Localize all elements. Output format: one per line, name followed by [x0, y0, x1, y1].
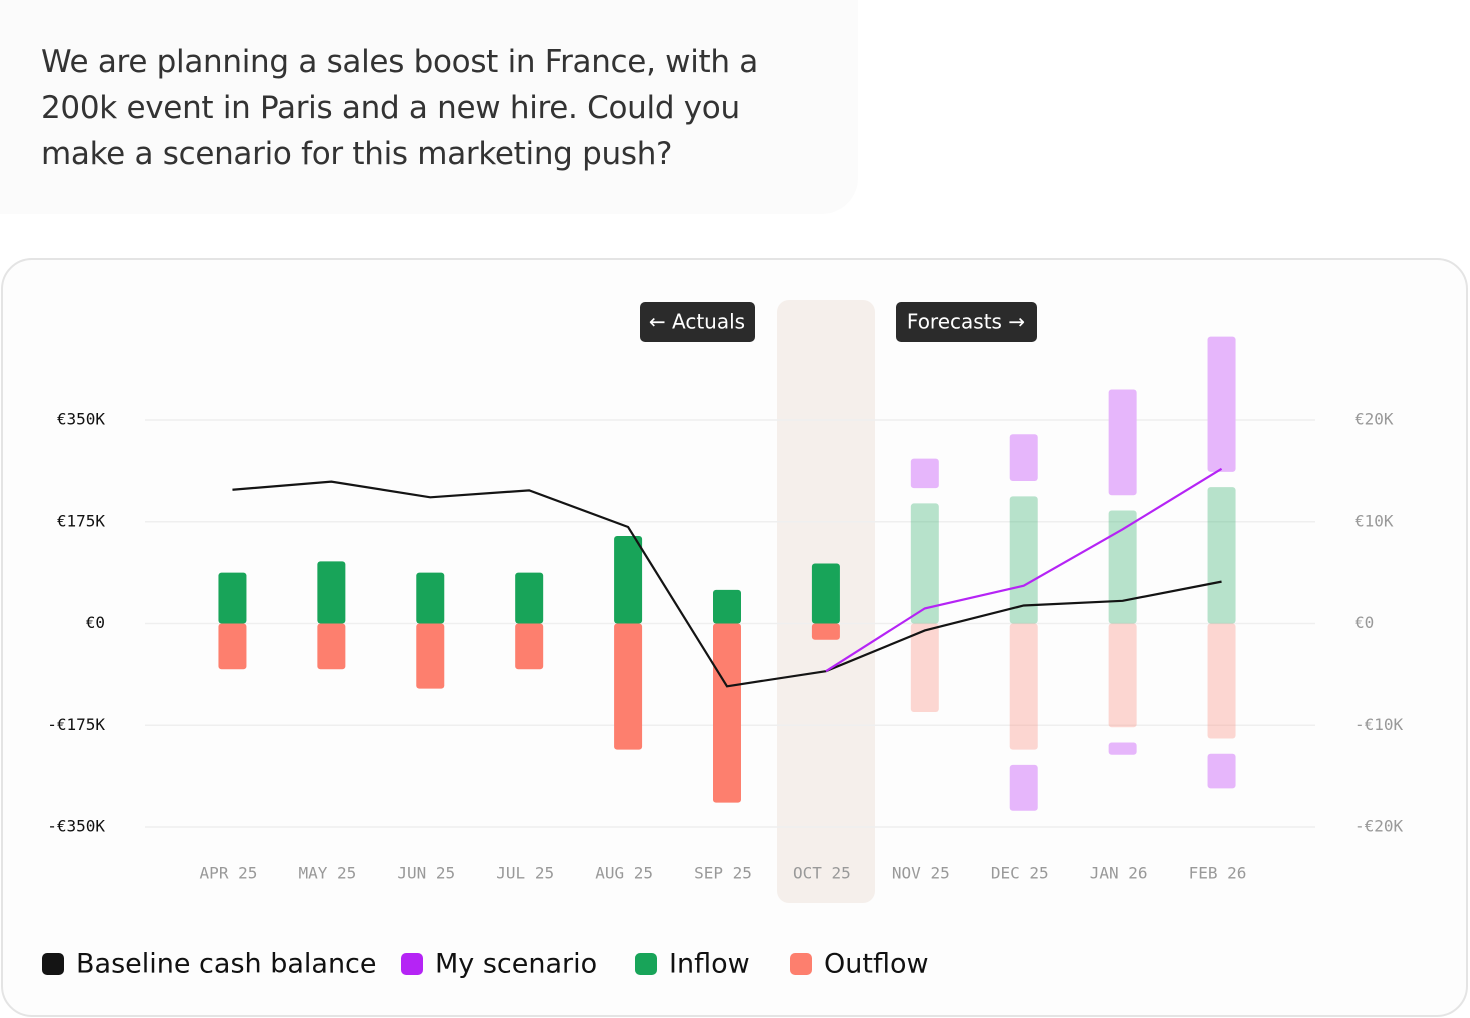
- line: [232, 480, 1222, 688]
- bar: [1009, 623, 1038, 750]
- x-tick-label: APR 25: [200, 864, 258, 883]
- scenario-bar: [1207, 753, 1236, 789]
- y2-tick-label: €0: [1355, 613, 1374, 632]
- y-tick-label: €175K: [57, 511, 106, 530]
- legend-swatch: [790, 953, 812, 975]
- bar: [218, 623, 247, 670]
- bar: [614, 623, 643, 750]
- bar: [910, 623, 939, 713]
- chat-message: We are planning a sales boost in France,…: [0, 0, 858, 214]
- scenario-bar: [1108, 742, 1137, 755]
- bar: [317, 623, 346, 670]
- bar: [910, 503, 939, 624]
- x-tick-label: JUL 25: [496, 864, 554, 883]
- scenario-bar: [1108, 389, 1137, 496]
- bar: [218, 572, 247, 624]
- scenario-bar: [1207, 336, 1236, 472]
- x-tick-label: FEB 26: [1189, 864, 1247, 883]
- legend-label: Baseline cash balance: [76, 949, 377, 980]
- line: [825, 467, 1223, 673]
- bar: [416, 623, 445, 689]
- legend-label: Outflow: [824, 949, 929, 980]
- legend-swatch: [401, 953, 423, 975]
- bar: [811, 563, 840, 624]
- bar: [713, 589, 741, 624]
- legend-swatch: [42, 953, 64, 975]
- message-line: We are planning a sales boost in France,…: [41, 44, 759, 80]
- bar: [811, 623, 840, 640]
- y2-tick-label: €10K: [1355, 511, 1394, 530]
- legend-label: My scenario: [435, 949, 597, 980]
- bar: [1108, 510, 1137, 624]
- x-tick-label: DEC 25: [991, 864, 1049, 883]
- scenario-bar: [1009, 434, 1038, 482]
- y-tick-label: -€350K: [47, 817, 105, 836]
- forecasts-label: Forecasts →: [907, 310, 1025, 334]
- y-tick-label: -€175K: [47, 715, 105, 734]
- bar: [515, 572, 544, 624]
- bar: [416, 572, 445, 624]
- y-tick-label: €350K: [57, 410, 106, 429]
- legend-label: Inflow: [669, 949, 750, 980]
- x-tick-label: JUN 25: [397, 864, 455, 883]
- x-tick-label: NOV 25: [892, 864, 950, 883]
- scenario-bar: [910, 458, 939, 489]
- y2-tick-label: €20K: [1355, 410, 1394, 429]
- x-tick-label: MAY 25: [298, 864, 356, 883]
- y2-tick-label: -€10K: [1355, 715, 1404, 734]
- x-tick-label: OCT 25: [793, 864, 851, 883]
- bar: [1207, 623, 1236, 739]
- message-line: 200k event in Paris and a new hire. Coul…: [41, 90, 740, 126]
- actuals-label: ← Actuals: [649, 310, 745, 334]
- bar: [515, 623, 544, 670]
- y-tick-label: €0: [86, 613, 105, 632]
- bar: [614, 535, 643, 624]
- legend-swatch: [635, 953, 657, 975]
- forecasts-pill: [896, 302, 1037, 342]
- bar: [1207, 487, 1236, 624]
- bar: [713, 623, 741, 803]
- x-tick-label: SEP 25: [694, 864, 752, 883]
- x-tick-label: JAN 26: [1090, 864, 1148, 883]
- actuals-pill: [640, 302, 755, 342]
- bar: [1108, 623, 1137, 728]
- x-tick-label: AUG 25: [595, 864, 653, 883]
- scenario-bar: [1009, 764, 1038, 811]
- message-line: make a scenario for this marketing push?: [41, 136, 673, 172]
- y2-tick-label: -€20K: [1355, 817, 1404, 836]
- bar: [1009, 496, 1038, 624]
- bar: [317, 561, 346, 624]
